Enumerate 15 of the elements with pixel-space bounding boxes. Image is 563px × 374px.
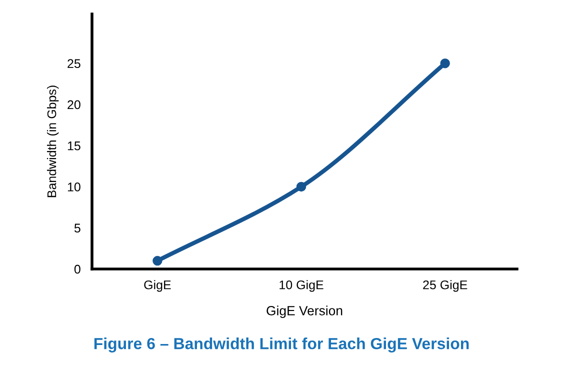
x-tick-label: GigE (144, 280, 171, 292)
y-axis-title: Bandwidth (in Gbps) (47, 86, 59, 198)
y-tick-label: 25 (68, 59, 80, 68)
point (152, 256, 162, 266)
point (296, 182, 306, 192)
y-tick-label: 10 (68, 182, 80, 192)
y-tick-label: 20 (68, 100, 80, 110)
x-tick-label: 25 GigE (423, 280, 468, 292)
y-tick-label: 0 (74, 264, 80, 274)
x-axis-title: GigE Version (266, 306, 342, 318)
y-tick-label: 5 (74, 224, 80, 233)
y-tick-label: 15 (68, 142, 80, 150)
point (440, 58, 450, 68)
text: Figure 6 – Bandwidth Limit for Each GigE Version (94, 338, 469, 352)
x-tick-label: 10 GigE (280, 280, 324, 292)
